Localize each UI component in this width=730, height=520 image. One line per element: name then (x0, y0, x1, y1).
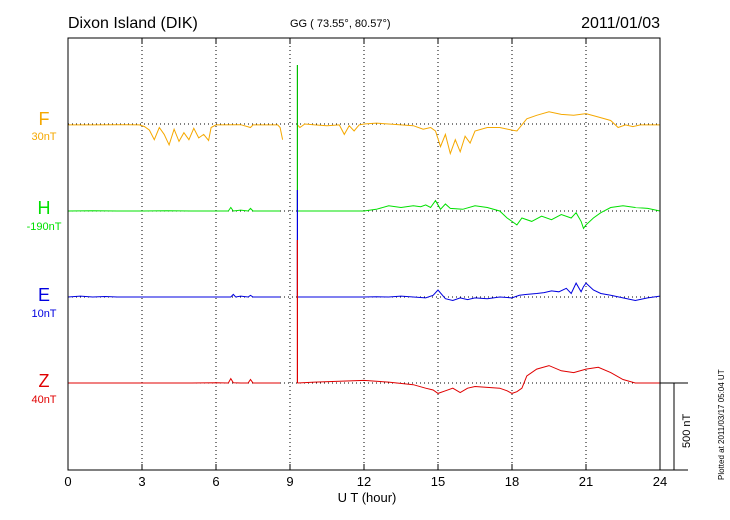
x-axis-label: U T (hour) (338, 490, 397, 505)
x-tick-label: 15 (431, 474, 445, 489)
series-labels: F 30nT H -190nT E 10nT Z 40nT (27, 109, 62, 406)
series-offset-z: 40nT (31, 394, 56, 406)
series-line-z (68, 365, 660, 394)
x-tick-label: 6 (212, 474, 219, 489)
coordinates-label: GG ( 73.55°, 80.57°) (290, 18, 391, 30)
series-name-f: F (39, 109, 50, 129)
x-tick-label: 12 (357, 474, 371, 489)
x-tick-label: 0 (64, 474, 71, 489)
x-tick-label: 3 (138, 474, 145, 489)
plotted-note: Plotted at 2011/03/17 05:04 UT (717, 369, 726, 480)
date-label: 2011/01/03 (581, 15, 660, 32)
series-name-h: H (38, 198, 51, 218)
series-offset-f: 30nT (31, 131, 56, 143)
x-tick-label: 24 (653, 474, 667, 489)
scale-bar-label: 500 nT (681, 413, 693, 448)
x-tick-label: 21 (579, 474, 593, 489)
station-title: Dixon Island (DIK) (68, 15, 198, 32)
series-name-z: Z (39, 371, 50, 391)
series-line-f (68, 111, 660, 156)
grid-lines (68, 38, 660, 470)
x-tick-label: 18 (505, 474, 519, 489)
series-layer (67, 65, 661, 394)
series-line-h (67, 199, 661, 230)
series-line-e (67, 282, 661, 302)
series-name-e: E (38, 285, 50, 305)
scale-bar: 500 nT (660, 382, 693, 471)
series-offset-e: 10nT (31, 308, 56, 320)
series-offset-h: -190nT (27, 221, 62, 233)
x-tick-label: 9 (286, 474, 293, 489)
x-axis-ticks: 0 3 6 9 12 15 18 21 24 (64, 38, 667, 489)
